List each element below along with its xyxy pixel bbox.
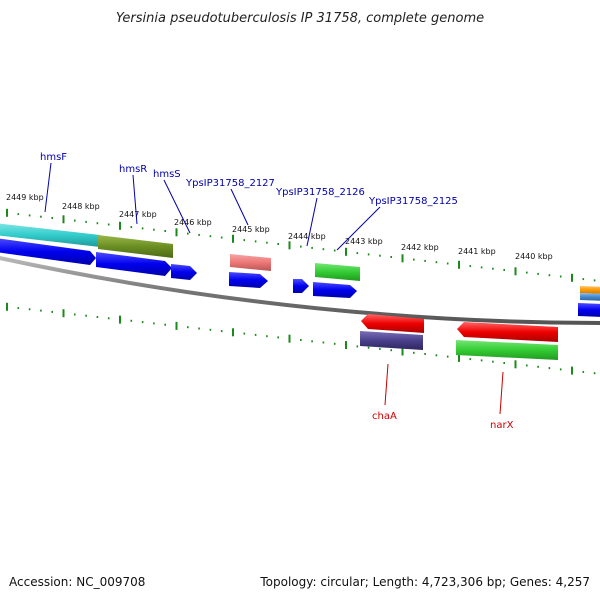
leader-hmsF bbox=[44, 162, 52, 213]
label-chaA[interactable]: chaA bbox=[372, 411, 397, 422]
label-narX[interactable]: narX bbox=[490, 420, 514, 431]
scale-label-2441: 2441 kbp bbox=[458, 247, 496, 256]
outer-scale-ticks bbox=[6, 208, 596, 282]
scale-labels: 2449 kbp 2448 kbp 2447 kbp 2446 kbp 2445… bbox=[6, 193, 553, 261]
label-hmsF[interactable]: hmsF bbox=[40, 152, 67, 163]
cds-arrow-5[interactable] bbox=[293, 279, 309, 293]
leader-hmsR bbox=[132, 174, 138, 225]
scale-label-2445: 2445 kbp bbox=[232, 225, 270, 234]
topology-text: Topology: circular; Length: 4,723,306 bp… bbox=[259, 575, 590, 589]
leader-2127 bbox=[230, 188, 249, 226]
cds-arrow-6[interactable] bbox=[313, 282, 357, 298]
leader-chaA bbox=[384, 363, 389, 406]
scale-label-2449: 2449 kbp bbox=[6, 193, 44, 202]
leader-hmsS bbox=[163, 179, 191, 234]
leader-narX bbox=[499, 371, 504, 415]
label-hmsR[interactable]: hmsR bbox=[119, 164, 147, 175]
gene-hmsF[interactable] bbox=[0, 223, 100, 247]
scale-label-2444: 2444 kbp bbox=[288, 232, 326, 241]
cds-arrow-3[interactable] bbox=[171, 264, 197, 280]
leader-2126 bbox=[306, 197, 318, 247]
leader-2125 bbox=[336, 206, 381, 251]
scale-label-2446: 2446 kbp bbox=[174, 218, 212, 227]
label-leaders-bottom bbox=[384, 363, 504, 415]
genome-backbone bbox=[0, 256, 600, 325]
cds-arrows bbox=[0, 238, 600, 317]
cds-arrow-7[interactable] bbox=[578, 303, 600, 317]
scale-label-2440: 2440 kbp bbox=[515, 252, 553, 261]
gene-hmsR[interactable] bbox=[98, 235, 173, 258]
gene-YpsIP31758-2127[interactable] bbox=[230, 254, 271, 271]
gene-narX-red[interactable] bbox=[457, 322, 558, 342]
label-YpsIP31758-2126[interactable]: YpsIP31758_2126 bbox=[275, 187, 365, 198]
label-hmsS[interactable]: hmsS bbox=[153, 169, 181, 180]
gene-chaA-red[interactable] bbox=[361, 314, 424, 333]
inner-scale-ticks bbox=[6, 302, 596, 375]
scale-label-2442: 2442 kbp bbox=[401, 243, 439, 252]
gene-green-lower[interactable] bbox=[456, 340, 558, 360]
reverse-genes bbox=[360, 314, 558, 360]
cds-arrow-4[interactable] bbox=[229, 272, 268, 288]
label-leaders bbox=[44, 162, 381, 251]
label-YpsIP31758-2125[interactable]: YpsIP31758_2125 bbox=[368, 196, 458, 207]
forward-genes bbox=[0, 223, 600, 301]
gene-orange-right[interactable] bbox=[580, 286, 600, 294]
gene-purple[interactable] bbox=[360, 331, 423, 350]
label-YpsIP31758-2127[interactable]: YpsIP31758_2127 bbox=[185, 178, 275, 189]
scale-label-2443: 2443 kbp bbox=[345, 237, 383, 246]
gene-YpsIP31758-2125[interactable] bbox=[315, 263, 360, 281]
scale-label-2447: 2447 kbp bbox=[119, 210, 157, 219]
gene-labels-bottom: chaA narX bbox=[372, 411, 514, 431]
gene-steel-right[interactable] bbox=[580, 293, 600, 301]
map-title: Yersinia pseudotuberculosis IP 31758, co… bbox=[116, 11, 484, 26]
gene-labels-top: hmsF hmsR hmsS YpsIP31758_2127 YpsIP3175… bbox=[40, 152, 458, 207]
accession-text: Accession: NC_009708 bbox=[9, 575, 145, 589]
scale-label-2448: 2448 kbp bbox=[62, 202, 100, 211]
cds-arrow-1[interactable] bbox=[0, 238, 96, 265]
cds-arrow-2[interactable] bbox=[96, 252, 172, 276]
